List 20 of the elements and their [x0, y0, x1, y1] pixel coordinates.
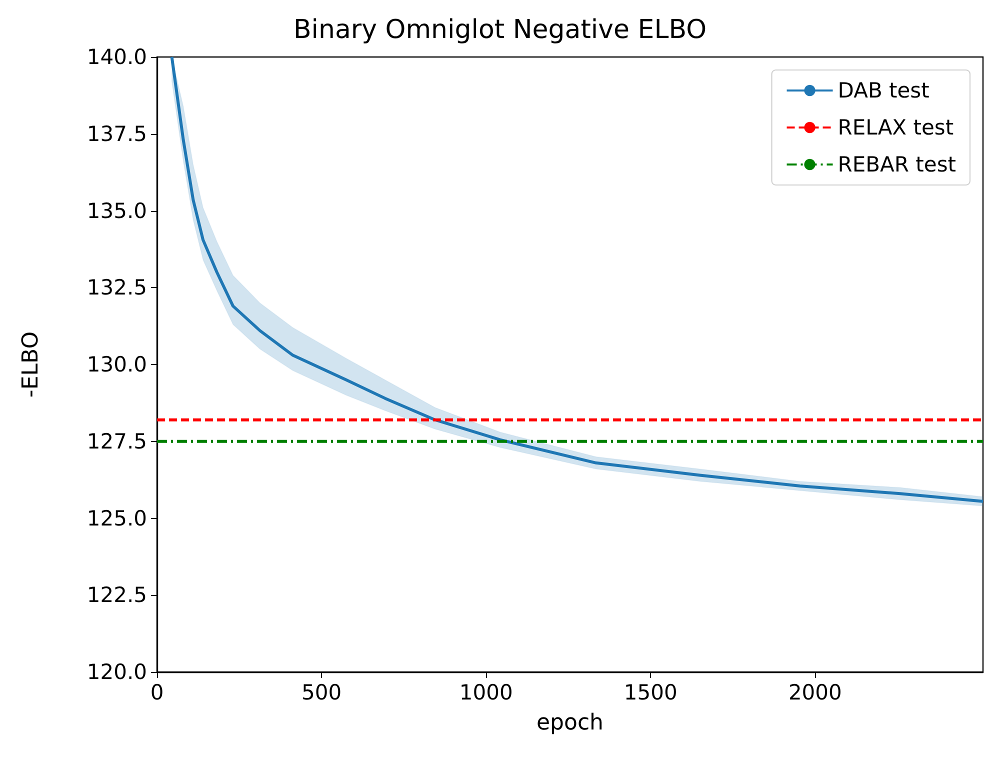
- y-tick-label: 137.5: [86, 122, 147, 146]
- y-tick-label: 140.0: [86, 45, 147, 69]
- y-tick-label: 130.0: [86, 352, 147, 376]
- legend-label: DAB test: [838, 78, 930, 102]
- y-tick-label: 125.0: [86, 506, 147, 530]
- legend-label: RELAX test: [838, 116, 954, 140]
- legend-label: REBAR test: [838, 152, 956, 176]
- x-axis-title: epoch: [536, 710, 604, 736]
- x-tick-label: 1500: [624, 680, 678, 704]
- x-tick-label: 1000: [459, 680, 513, 704]
- y-tick-label: 135.0: [86, 198, 147, 223]
- chart-title: Binary Omniglot Negative ELBO: [293, 15, 707, 45]
- y-tick-label: 120.0: [86, 660, 147, 684]
- x-tick-label: 0: [150, 680, 164, 704]
- x-tick-label: 500: [301, 680, 342, 704]
- y-axis-title: -ELBO: [18, 331, 44, 398]
- y-tick-label: 127.5: [86, 429, 147, 454]
- x-tick-label: 2000: [788, 680, 842, 704]
- y-tick-label: 132.5: [86, 276, 147, 300]
- y-tick-label: 122.5: [86, 583, 147, 608]
